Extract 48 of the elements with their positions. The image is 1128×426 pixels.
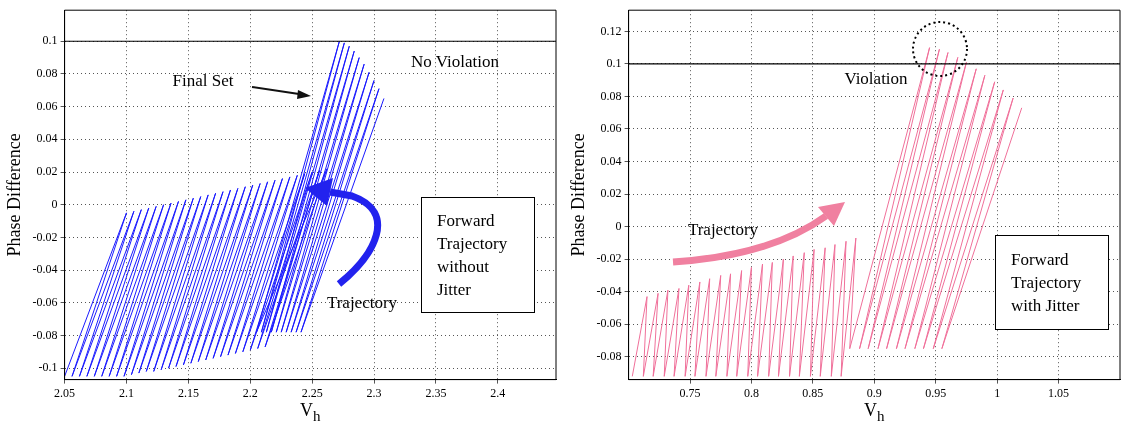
y-tick-label: 0.08	[36, 66, 58, 81]
x-tick-label: 2.15	[177, 385, 199, 400]
x-tick-label: 1.05	[1048, 385, 1070, 400]
y-tick-label: 0.02	[36, 164, 58, 179]
x-tick-label: 0.75	[679, 385, 701, 400]
annotation: Forward Trajectory without Jitter	[437, 210, 509, 301]
x-tick-label: 2.05	[54, 385, 76, 400]
y-tick-label: -0.04	[32, 262, 58, 277]
x-tick-label: 0.85	[802, 385, 824, 400]
x-axis-title: V$_{h}$	[863, 399, 886, 425]
x-tick-label: 2.1	[118, 385, 134, 400]
y-tick-label: 0.12	[600, 23, 622, 38]
annotation: Trajectory	[686, 220, 760, 240]
x-tick-label: 2.4	[490, 385, 506, 400]
y-tick-label: 0.06	[600, 121, 622, 136]
x-tick-label: 2.35	[425, 385, 447, 400]
y-tick-label: 0.1	[606, 56, 622, 71]
y-tick-label: -0.06	[32, 294, 58, 309]
x-tick-label: 0.8	[743, 385, 759, 400]
annotation: Violation	[843, 69, 909, 89]
y-tick-label: 0.06	[36, 98, 58, 113]
y-tick-label: 0.02	[600, 186, 622, 201]
y-tick-label: 0.1	[42, 33, 58, 48]
x-tick-label: 0.95	[925, 385, 947, 400]
y-tick-label: -0.08	[32, 327, 58, 342]
x-tick-label: 2.2	[242, 385, 258, 400]
y-tick-label: -0.06	[596, 316, 622, 331]
annotation: Final Set	[171, 71, 235, 91]
y-tick-label: 0.04	[36, 131, 58, 146]
annotation: Forward Trajectory with Jitter	[1011, 249, 1083, 317]
y-tick-label: 0.04	[600, 153, 622, 168]
y-tick-label: -0.02	[596, 251, 622, 266]
x-tick-label: 0.9	[866, 385, 882, 400]
x-axis-title: V$_{h}$	[299, 399, 322, 425]
x-tick-label: 2.3	[366, 385, 382, 400]
x-tick-label: 1	[994, 385, 1001, 400]
y-axis-title: Phase Difference	[567, 133, 588, 257]
y-tick-label: -0.02	[32, 229, 58, 244]
y-tick-label: 0.08	[600, 88, 622, 103]
y-axis-title: Phase Difference	[3, 133, 24, 257]
x-tick-label: 2.25	[301, 385, 323, 400]
annotation: No Violation	[410, 52, 500, 72]
y-tick-label: -0.04	[596, 283, 622, 298]
y-tick-label: 0	[51, 196, 58, 211]
y-tick-label: -0.1	[38, 360, 58, 375]
annotation: Trajectory	[325, 293, 399, 313]
y-tick-label: 0	[615, 218, 622, 233]
y-tick-label: -0.08	[596, 348, 622, 363]
